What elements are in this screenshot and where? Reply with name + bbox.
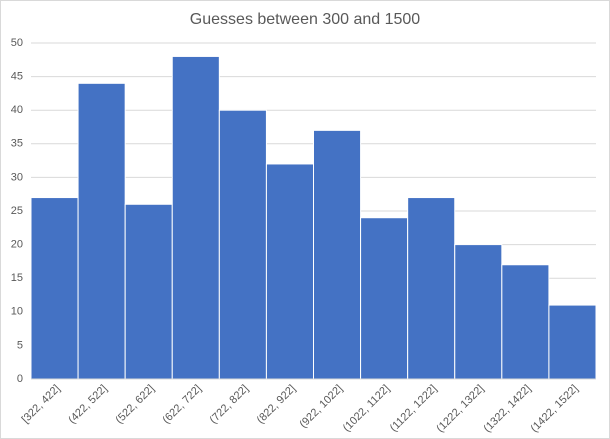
bar — [171, 55, 220, 380]
bar — [313, 129, 362, 380]
y-tick-label: 35 — [11, 138, 23, 150]
y-tick-label: 0 — [17, 373, 23, 385]
y-tick-label: 5 — [17, 339, 23, 351]
bar — [265, 163, 314, 380]
bar — [218, 109, 267, 380]
y-tick-label: 50 — [11, 37, 23, 49]
bar — [30, 197, 79, 380]
bar — [407, 197, 456, 380]
y-tick-label: 25 — [11, 205, 23, 217]
bar — [360, 217, 409, 380]
y-tick-label: 45 — [11, 71, 23, 83]
y-tick-label: 30 — [11, 171, 23, 183]
bar — [548, 304, 597, 380]
y-tick-label: 20 — [11, 239, 23, 251]
y-tick-label: 15 — [11, 272, 23, 284]
y-tick-label: 40 — [11, 104, 23, 116]
chart-title: Guesses between 300 and 1500 — [190, 11, 421, 28]
bar — [501, 264, 550, 380]
bar — [124, 203, 173, 380]
y-tick-label: 10 — [11, 306, 23, 318]
bar — [77, 82, 126, 380]
bar — [454, 244, 503, 380]
